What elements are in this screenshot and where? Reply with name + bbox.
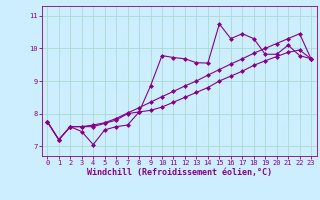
X-axis label: Windchill (Refroidissement éolien,°C): Windchill (Refroidissement éolien,°C) xyxy=(87,168,272,177)
